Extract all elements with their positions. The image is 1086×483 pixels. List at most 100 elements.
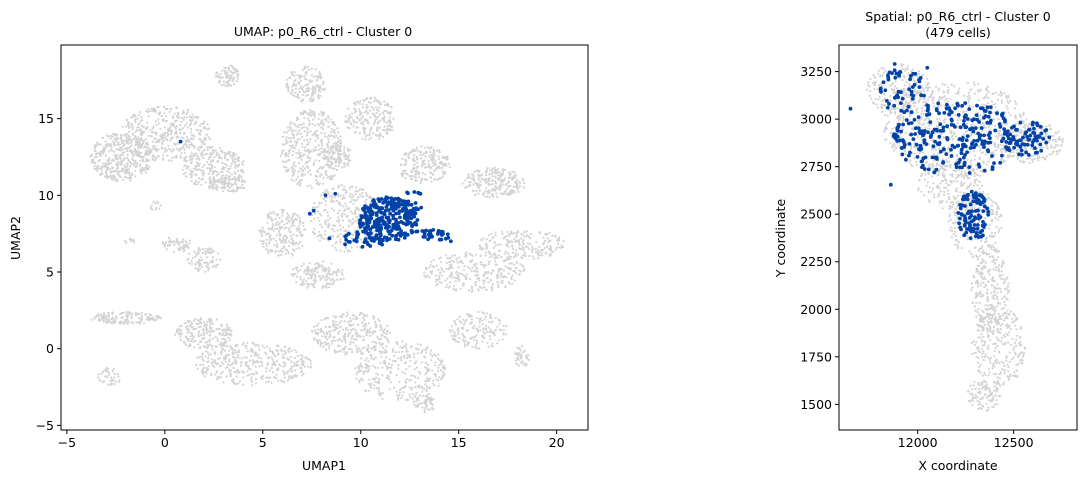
background-cell-point xyxy=(213,351,216,354)
background-cell-point xyxy=(450,276,453,279)
background-cell-point xyxy=(363,129,366,132)
background-cell-point xyxy=(299,269,302,272)
background-cell-point xyxy=(180,117,183,120)
background-cell-point xyxy=(177,240,180,243)
background-cell-point xyxy=(205,152,208,155)
background-cell-point xyxy=(203,325,206,328)
background-cell-point xyxy=(405,368,408,371)
background-cell-point xyxy=(427,165,430,168)
background-cell-point xyxy=(235,177,238,181)
background-cell-point xyxy=(339,194,342,198)
background-cell-point xyxy=(104,165,107,168)
background-cell-point xyxy=(188,324,191,328)
background-cell-point xyxy=(465,251,468,254)
background-cell-point xyxy=(315,267,318,270)
background-cell-point xyxy=(352,202,355,205)
background-cell-point xyxy=(399,164,402,167)
background-cell-point xyxy=(224,344,227,347)
background-cell-point xyxy=(113,176,116,179)
background-cell-point xyxy=(217,357,220,360)
background-cell-point xyxy=(291,89,294,92)
background-cell-point xyxy=(155,150,158,153)
background-cell-point xyxy=(115,317,118,320)
background-cell-point xyxy=(190,340,193,343)
background-cell-point xyxy=(292,134,295,137)
background-cell-point xyxy=(218,155,221,158)
background-cell-point xyxy=(102,136,105,139)
background-cell-point xyxy=(346,207,349,210)
background-cell-point xyxy=(362,120,365,123)
background-cell-point xyxy=(148,313,151,316)
background-cell-point xyxy=(372,108,375,111)
background-cell-point xyxy=(131,133,135,136)
background-cell-point xyxy=(291,274,294,277)
background-cell-point xyxy=(429,150,432,154)
background-cell-point xyxy=(115,315,118,318)
background-cell-point xyxy=(106,168,109,171)
background-cell-point xyxy=(383,331,386,334)
background-cell-point xyxy=(202,157,205,160)
background-cell-point xyxy=(140,124,143,127)
background-cell-point xyxy=(348,224,351,227)
background-cell-point xyxy=(327,138,330,141)
background-cell-point xyxy=(223,157,227,160)
background-cell-point xyxy=(379,119,382,122)
background-cell-point xyxy=(164,115,168,118)
background-cell-point xyxy=(180,324,183,327)
background-cell-point xyxy=(485,238,488,241)
background-cell-point xyxy=(123,171,127,174)
background-cell-point xyxy=(368,132,371,135)
background-cell-point xyxy=(321,269,324,272)
background-cell-point xyxy=(102,146,105,149)
background-cell-point xyxy=(518,181,522,184)
background-cell-point xyxy=(315,332,318,335)
background-cell-point xyxy=(315,79,319,82)
background-cell-point xyxy=(328,273,331,276)
background-cell-point xyxy=(352,125,355,128)
background-cell-point xyxy=(412,157,415,160)
background-cell-point xyxy=(198,137,201,140)
background-cell-point xyxy=(338,338,341,342)
background-cell-point xyxy=(104,154,107,157)
background-cell-point xyxy=(205,247,208,250)
background-cell-point xyxy=(207,365,210,368)
background-cell-point xyxy=(219,365,222,368)
background-cell-point xyxy=(350,197,353,200)
background-cell-point xyxy=(291,212,295,216)
background-cell-point xyxy=(333,339,336,342)
background-cell-point xyxy=(374,98,378,101)
background-cell-point xyxy=(177,243,180,246)
background-cell-point xyxy=(365,103,368,107)
background-cell-point xyxy=(461,182,464,185)
background-cell-point xyxy=(321,335,324,338)
background-cell-point xyxy=(145,167,148,170)
background-cell-point xyxy=(229,373,232,376)
background-cell-point xyxy=(353,131,356,134)
background-cell-point xyxy=(317,328,320,331)
background-cell-point xyxy=(465,273,468,276)
background-cell-point xyxy=(359,362,362,365)
background-cell-point xyxy=(134,312,137,315)
background-cell-point xyxy=(324,233,327,236)
background-cell-point xyxy=(229,154,232,157)
background-cell-point xyxy=(209,338,212,341)
background-cell-point xyxy=(258,365,261,368)
background-cell-point xyxy=(213,155,216,159)
background-cell-point xyxy=(298,96,301,99)
background-cell-point xyxy=(226,170,229,173)
background-cell-point xyxy=(321,111,324,114)
background-cell-point xyxy=(110,135,114,138)
background-cell-point xyxy=(299,276,302,279)
background-cell-point xyxy=(385,350,388,353)
background-cell-point xyxy=(302,126,305,129)
background-cell-point xyxy=(344,328,347,331)
background-cell-point xyxy=(137,138,140,141)
background-cell-point xyxy=(238,179,241,182)
background-cell-point xyxy=(182,136,185,139)
background-cell-point xyxy=(231,352,234,355)
background-cell-point xyxy=(317,322,320,325)
background-cell-point xyxy=(386,132,389,135)
background-cell-point xyxy=(351,194,354,197)
background-cell-point xyxy=(103,150,106,153)
background-cell-point xyxy=(121,148,124,151)
